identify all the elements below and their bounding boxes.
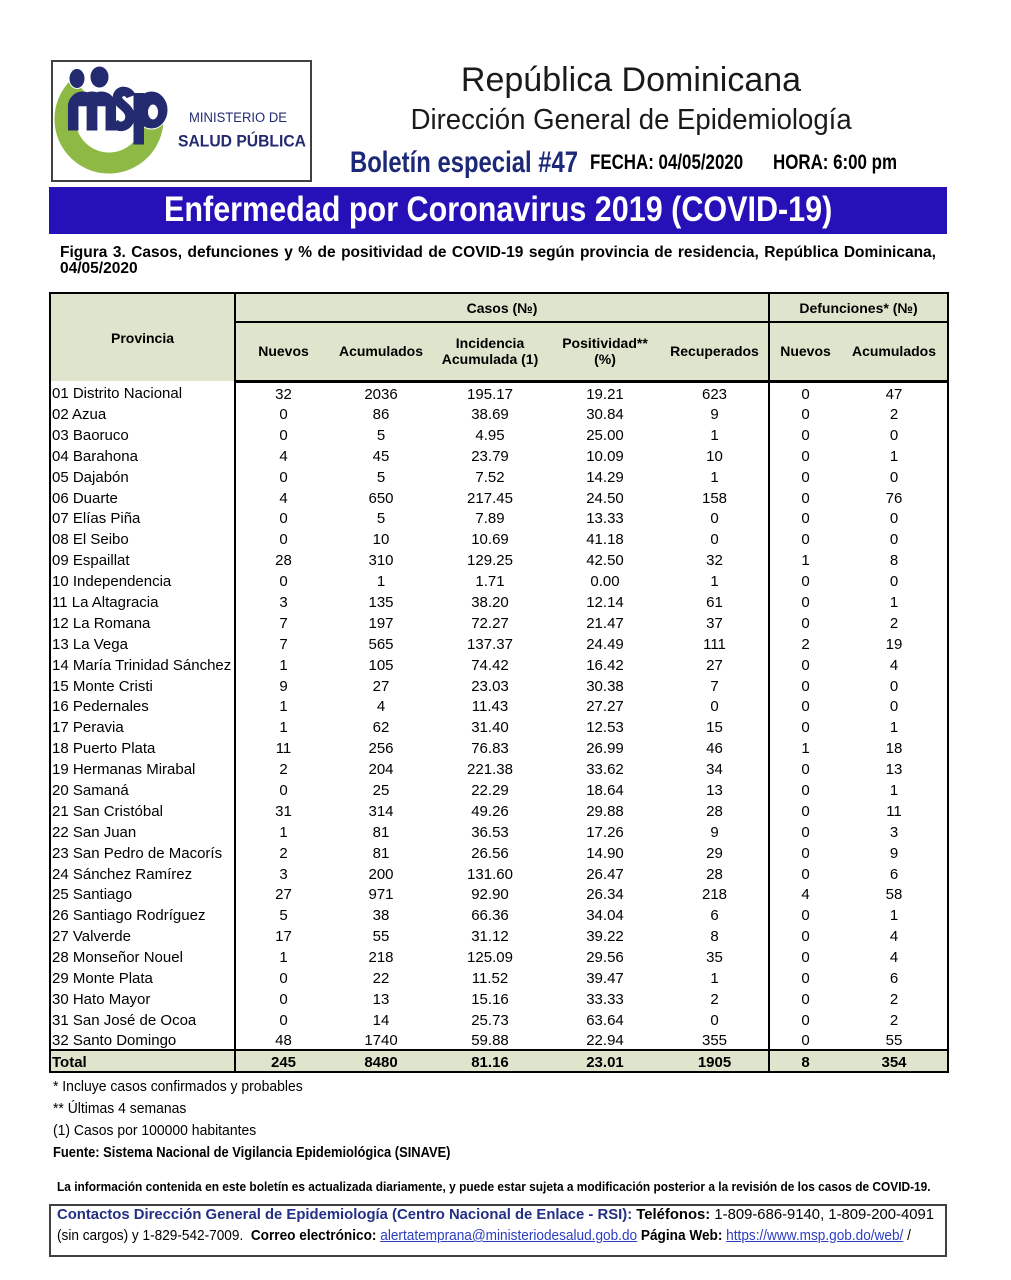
svg-text:MINISTERIO DE: MINISTERIO DE (189, 110, 287, 125)
svg-text:SALUD PÚBLICA: SALUD PÚBLICA (178, 132, 306, 151)
